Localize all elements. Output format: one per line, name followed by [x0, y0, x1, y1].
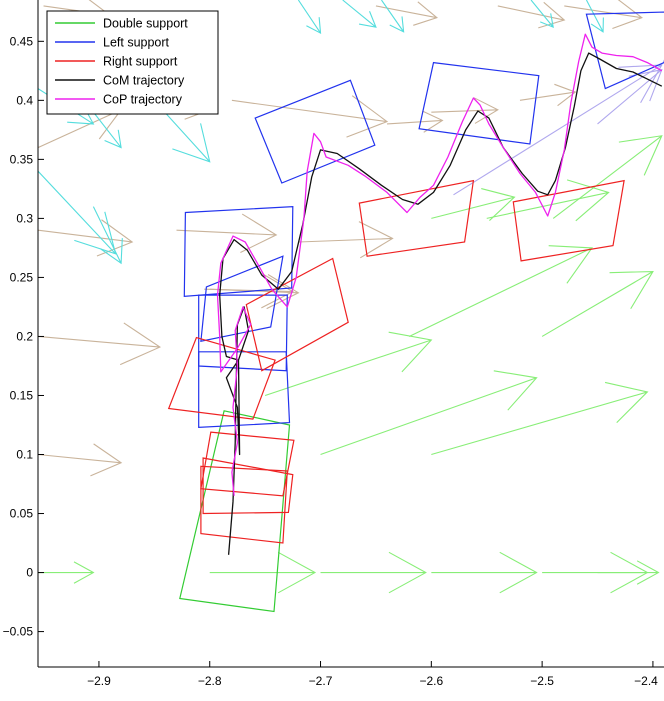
vector-arrow [375, 1, 438, 26]
left-support-polygon [254, 79, 376, 184]
vector-arrow [519, 83, 577, 107]
vector-arrow [297, 0, 322, 35]
y-tick-label: 0 [26, 566, 33, 580]
left-support-polygon [183, 205, 294, 297]
vector-arrow [597, 68, 663, 125]
axes-layer: −2.9 −2.8 −2.7 −2.6 −2.5 −2.4 −0.05 0 0.05 0.1 0.1… [3, 0, 664, 688]
vector-arrow [38, 219, 134, 257]
right-support-polygon [245, 257, 349, 372]
vector-arrow [408, 245, 594, 337]
x-tick-label: −2.9 [87, 674, 111, 688]
marks-layer [38, 0, 664, 613]
right-support-polygon [200, 465, 288, 544]
vector-arrow [530, 0, 554, 29]
vector-arrow [597, 560, 660, 585]
vector-arrow [38, 561, 95, 584]
vector-arrow [431, 551, 538, 594]
vector-arrow [541, 270, 654, 337]
left-support-polygon [585, 11, 664, 90]
vector-arrow [497, 1, 566, 29]
vector-arrow [431, 97, 499, 124]
vector-arrow [92, 206, 123, 265]
right-support-polygon [512, 179, 625, 262]
vector-arrow [320, 551, 427, 594]
y-tick-label: 0.35 [10, 152, 34, 166]
vector-arrow [38, 170, 117, 255]
y-tick-label: 0.1 [16, 448, 33, 462]
x-tick-label: −2.6 [419, 674, 443, 688]
vector-arrow [231, 95, 389, 138]
vector-arrow [486, 179, 610, 222]
legend-label: Right support [103, 55, 178, 69]
com-trajectory-line [219, 52, 663, 555]
y-tick-label: 0.3 [16, 211, 33, 225]
vector-arrow [453, 64, 663, 196]
vector-arrow [431, 188, 516, 221]
vector-arrow [209, 551, 317, 594]
y-tick-label: 0.15 [10, 388, 34, 402]
vector-arrow [320, 370, 538, 456]
vector-arrow [92, 111, 122, 149]
legend-label: Double support [103, 17, 188, 31]
double-support-polygon [179, 410, 291, 613]
vector-arrow [176, 213, 278, 253]
left-support-polygon [418, 61, 540, 145]
y-tick-label: −0.05 [3, 625, 34, 639]
vector-arrow [585, 0, 604, 33]
y-tick-label: 0.05 [10, 507, 34, 521]
x-tick-label: −2.4 [634, 674, 658, 688]
vector-arrow [431, 381, 649, 456]
vector-arrow [342, 0, 377, 28]
legend-label: CoP trajectory [103, 93, 183, 107]
vector-arrow [38, 322, 162, 366]
y-tick-label: 0.25 [10, 270, 34, 284]
right-support-polygon [202, 457, 294, 515]
legend-label: Left support [103, 36, 170, 50]
vector-arrow [298, 221, 394, 259]
right-support-polygon [358, 179, 475, 257]
x-tick-label: −2.8 [198, 674, 222, 688]
vector-arrow [564, 0, 643, 30]
vector-arrow [264, 331, 433, 396]
vector-arrow [38, 443, 123, 477]
legend: Double support Left support Right support C… [46, 10, 219, 115]
cop-trajectory-line [216, 33, 663, 496]
legend-label: CoM trajectory [103, 74, 185, 88]
x-tick-label: −2.7 [309, 674, 333, 688]
y-tick-label: 0.45 [10, 34, 34, 48]
vector-arrow [386, 110, 444, 133]
right-support-polygon [167, 336, 276, 420]
vector-arrow [381, 0, 405, 33]
y-tick-label: 0.2 [16, 329, 33, 343]
right-support-polygon [200, 431, 295, 497]
y-tick-label: 0.4 [16, 93, 33, 107]
x-tick-label: −2.5 [530, 674, 554, 688]
legend-box [46, 10, 219, 115]
left-support-polygon [200, 255, 284, 342]
left-support-polygon [198, 294, 288, 372]
vector-arrow [552, 135, 663, 219]
